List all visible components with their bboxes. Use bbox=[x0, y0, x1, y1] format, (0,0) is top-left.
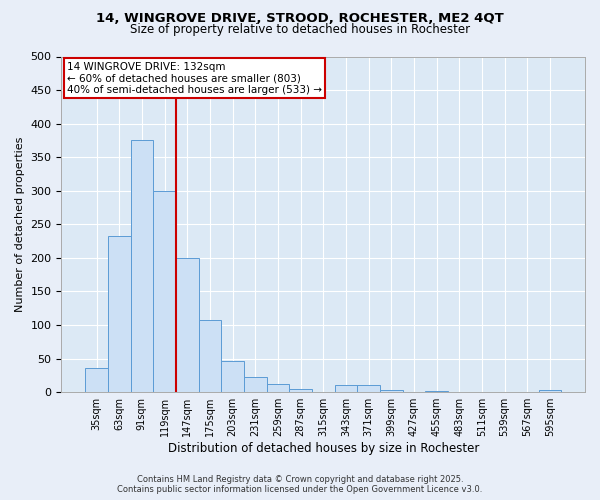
Bar bbox=[221, 362, 244, 392]
Text: 14, WINGROVE DRIVE, STROOD, ROCHESTER, ME2 4QT: 14, WINGROVE DRIVE, STROOD, ROCHESTER, M… bbox=[96, 12, 504, 26]
Bar bbox=[380, 390, 403, 392]
Bar bbox=[108, 236, 131, 392]
Bar bbox=[425, 391, 448, 392]
Bar bbox=[176, 258, 199, 392]
Bar bbox=[357, 386, 380, 392]
Y-axis label: Number of detached properties: Number of detached properties bbox=[15, 136, 25, 312]
X-axis label: Distribution of detached houses by size in Rochester: Distribution of detached houses by size … bbox=[167, 442, 479, 455]
Text: 14 WINGROVE DRIVE: 132sqm
← 60% of detached houses are smaller (803)
40% of semi: 14 WINGROVE DRIVE: 132sqm ← 60% of detac… bbox=[67, 62, 322, 94]
Bar bbox=[244, 378, 266, 392]
Bar bbox=[199, 320, 221, 392]
Bar bbox=[335, 386, 357, 392]
Bar bbox=[539, 390, 561, 392]
Bar bbox=[289, 389, 312, 392]
Bar bbox=[131, 140, 153, 392]
Bar bbox=[266, 384, 289, 392]
Text: Size of property relative to detached houses in Rochester: Size of property relative to detached ho… bbox=[130, 22, 470, 36]
Bar bbox=[85, 368, 108, 392]
Text: Contains HM Land Registry data © Crown copyright and database right 2025.
Contai: Contains HM Land Registry data © Crown c… bbox=[118, 474, 482, 494]
Bar bbox=[153, 191, 176, 392]
